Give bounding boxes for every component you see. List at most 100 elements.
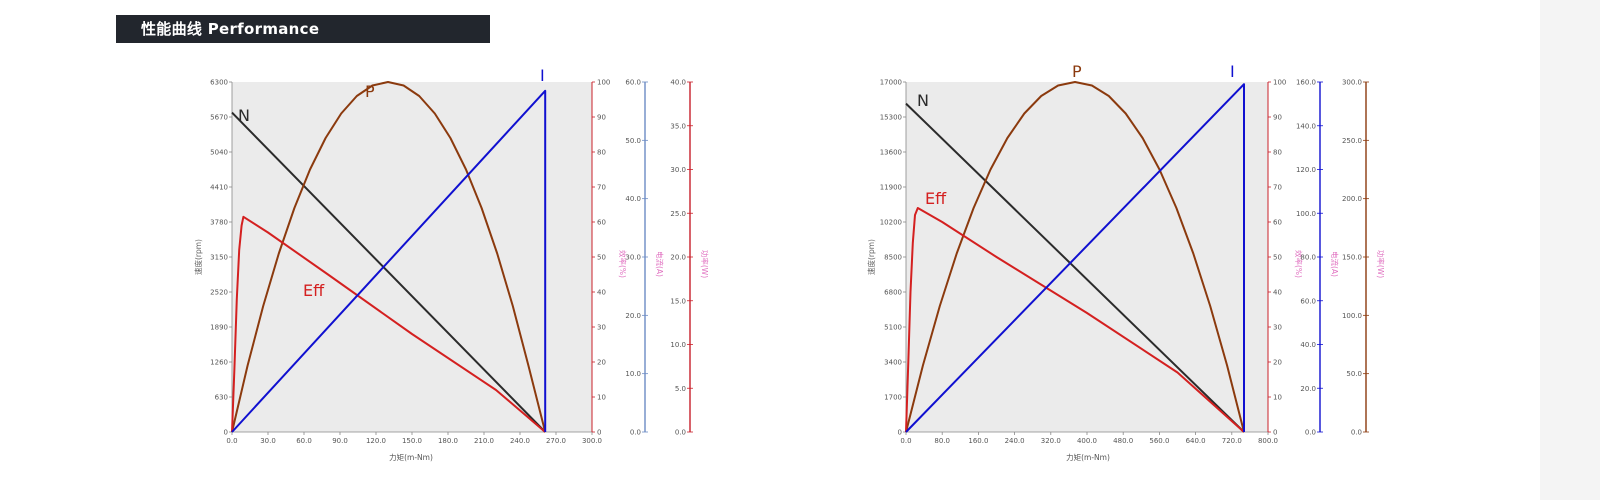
current-tick-label: 10.0 [625, 370, 641, 378]
current-tick-label: 20.0 [625, 312, 641, 320]
speed-tick-label: 5670 [210, 114, 228, 122]
efficiency-tick-label: 60 [597, 219, 606, 227]
current-tick-label: 140.0 [1296, 122, 1316, 130]
torque-tick-label: 300.0 [582, 437, 602, 445]
torque-tick-label: 640.0 [1186, 437, 1206, 445]
current-curve [231, 89, 547, 433]
efficiency-tick-label: 90 [1273, 114, 1282, 122]
power-curve-label: P [1072, 62, 1082, 81]
efficiency-tick-label: 80 [597, 149, 606, 157]
current-tick-label: 30.0 [625, 254, 641, 262]
power-tick-label: 5.0 [675, 385, 686, 393]
torque-tick-label: 160.0 [968, 437, 988, 445]
speed-tick-label: 3400 [884, 359, 902, 367]
current-curve [905, 83, 1245, 433]
speed-tick-label: 1700 [884, 394, 902, 402]
current-tick-label: 100.0 [1296, 210, 1316, 218]
current-curve-label: I [1230, 62, 1235, 81]
torque-axis-title: 力矩(m-Nm) [1066, 452, 1110, 462]
torque-tick-label: 400.0 [1077, 437, 1097, 445]
torque-tick-label: 0.0 [226, 437, 237, 445]
torque-tick-label: 210.0 [474, 437, 494, 445]
speed-curve [905, 102, 1245, 433]
efficiency-tick-label: 90 [597, 114, 606, 122]
power-curve-label: P [365, 82, 375, 101]
power-tick-label: 300.0 [1342, 79, 1362, 87]
efficiency-tick-label: 10 [1273, 394, 1282, 402]
efficiency-axis-title: 效率(%) [618, 250, 628, 278]
efficiency-axis-title: 效率(%) [1294, 250, 1304, 278]
power-tick-label: 30.0 [670, 166, 686, 174]
speed-tick-label: 17000 [880, 79, 902, 87]
efficiency-tick-label: 40 [1273, 289, 1282, 297]
speed-tick-label: 0 [224, 429, 228, 437]
efficiency-tick-label: 30 [1273, 324, 1282, 332]
torque-tick-label: 150.0 [402, 437, 422, 445]
current-tick-label: 20.0 [1300, 385, 1316, 393]
current-axis-title: 电流(A) [1330, 251, 1340, 277]
speed-curve [231, 111, 546, 433]
current-tick-label: 60.0 [1300, 297, 1316, 305]
torque-tick-label: 120.0 [366, 437, 386, 445]
speed-tick-label: 5100 [884, 324, 902, 332]
plot-area [906, 82, 1268, 432]
current-tick-label: 0.0 [630, 429, 641, 437]
power-tick-label: 0.0 [1351, 429, 1362, 437]
speed-axis-title: 速度(rpm) [866, 239, 876, 275]
speed-axis-title: 速度(rpm) [193, 239, 203, 275]
torque-tick-label: 720.0 [1222, 437, 1242, 445]
speed-tick-label: 2520 [210, 289, 228, 297]
speed-tick-label: 3150 [210, 254, 228, 262]
power-tick-label: 20.0 [670, 254, 686, 262]
torque-tick-label: 0.0 [900, 437, 911, 445]
speed-tick-label: 3780 [210, 219, 228, 227]
power-tick-label: 50.0 [1346, 370, 1362, 378]
torque-axis-title: 力矩(m-Nm) [389, 452, 433, 462]
speed-tick-label: 630 [215, 394, 228, 402]
efficiency-tick-label: 50 [597, 254, 606, 262]
power-tick-label: 150.0 [1342, 254, 1362, 262]
speed-tick-label: 6800 [884, 289, 902, 297]
speed-tick-label: 11900 [880, 184, 902, 192]
power-tick-label: 10.0 [670, 341, 686, 349]
efficiency-tick-label: 50 [1273, 254, 1282, 262]
power-tick-label: 35.0 [670, 122, 686, 130]
efficiency-curve [231, 215, 546, 433]
efficiency-tick-label: 70 [1273, 184, 1282, 192]
efficiency-tick-label: 10 [597, 394, 606, 402]
efficiency-tick-label: 80 [1273, 149, 1282, 157]
efficiency-tick-label: 30 [597, 324, 606, 332]
current-tick-label: 160.0 [1296, 79, 1316, 87]
torque-tick-label: 60.0 [296, 437, 312, 445]
speed-tick-label: 1890 [210, 324, 228, 332]
torque-tick-label: 480.0 [1113, 437, 1133, 445]
efficiency-tick-label: 0 [597, 429, 601, 437]
power-tick-label: 100.0 [1342, 312, 1362, 320]
efficiency-tick-label: 60 [1273, 219, 1282, 227]
current-tick-label: 40.0 [625, 195, 641, 203]
power-tick-label: 40.0 [670, 79, 686, 87]
torque-tick-label: 270.0 [546, 437, 566, 445]
page-edge-strip [1540, 0, 1600, 500]
power-tick-label: 0.0 [675, 429, 686, 437]
efficiency-curve [905, 207, 1245, 433]
current-curve-label: I [540, 66, 545, 85]
power-axis-title: 功率(W) [700, 250, 710, 278]
torque-tick-label: 320.0 [1041, 437, 1061, 445]
efficiency-tick-label: 40 [597, 289, 606, 297]
speed-tick-label: 13600 [880, 149, 902, 157]
efficiency-tick-label: 100 [597, 79, 610, 87]
speed-curve-label: N [238, 106, 250, 125]
current-tick-label: 40.0 [1300, 341, 1316, 349]
current-tick-label: 50.0 [625, 137, 641, 145]
current-tick-label: 60.0 [625, 79, 641, 87]
speed-tick-label: 0 [898, 429, 902, 437]
torque-tick-label: 560.0 [1149, 437, 1169, 445]
power-curve [231, 81, 547, 433]
section-header: 性能曲线 Performance [116, 15, 490, 43]
power-tick-label: 250.0 [1342, 137, 1362, 145]
torque-tick-label: 800.0 [1258, 437, 1278, 445]
current-tick-label: 0.0 [1305, 429, 1316, 437]
